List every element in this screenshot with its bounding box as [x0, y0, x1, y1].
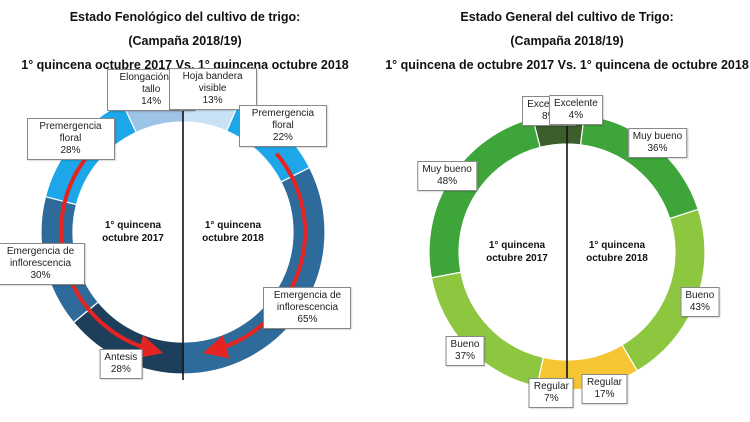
- center-label: 1° quincena octubre 2018: [202, 220, 264, 244]
- donut-segment: [182, 166, 326, 375]
- segment-label: Premergencia floral 22%: [238, 104, 327, 147]
- segment-category: Antesis: [104, 352, 138, 364]
- center-label: 1° quincena octubre 2017: [102, 220, 164, 244]
- chart-period: 1° quincena octubre 2017 Vs. 1° quincena…: [21, 58, 349, 72]
- segment-label: Emergencia de inflorescencia 65%: [263, 287, 352, 330]
- segment-label: Excelente 4%: [548, 95, 603, 126]
- segment-value: 14%: [141, 95, 162, 107]
- segment-category: Muy bueno: [632, 130, 683, 142]
- segment-label: Muy bueno 48%: [417, 160, 477, 191]
- segment-category: Muy bueno: [422, 163, 472, 175]
- segment-category: Regular: [533, 381, 569, 393]
- segment-label: Antesis 28%: [99, 349, 143, 380]
- segment-label: Hoja bandera visible 13%: [168, 68, 257, 111]
- segment-category: Excelente: [553, 98, 598, 110]
- segment-value: 13%: [202, 95, 223, 107]
- segment-value: 65%: [297, 314, 318, 326]
- segment-value: 28%: [60, 144, 81, 156]
- segment-label: Regular 17%: [581, 373, 627, 404]
- chart-title: Estado General del cultivo de Trigo:: [460, 10, 674, 24]
- chart-title: Estado Fenológico del cultivo de trigo:: [69, 10, 301, 24]
- chart-subtitle: (Campaña 2018/19): [128, 34, 242, 48]
- segment-value: 17%: [594, 388, 615, 400]
- segment-category: Premergencia floral: [39, 120, 102, 144]
- center-label: 1° quincena octubre 2018: [586, 240, 648, 264]
- segment-category: Emergencia de inflorescencia: [273, 290, 342, 314]
- segment-label: Premergencia floral 28%: [26, 117, 115, 160]
- segment-label: Bueno 37%: [445, 335, 485, 366]
- segment-category: Bueno: [685, 290, 715, 302]
- segment-value: 22%: [272, 131, 293, 143]
- segment-category: Elongación de tallo: [119, 71, 183, 95]
- segment-value: 36%: [647, 142, 668, 154]
- segment-label: Muy bueno 36%: [627, 127, 688, 158]
- segment-value: 28%: [110, 364, 131, 376]
- segment-category: Bueno: [450, 338, 480, 350]
- segment-value: 37%: [455, 350, 476, 362]
- center-label: 1° quincena octubre 2017: [486, 240, 548, 264]
- segment-label: Regular 7%: [528, 378, 574, 409]
- segment-value: 30%: [30, 269, 51, 281]
- segment-value: 7%: [544, 393, 559, 405]
- segment-category: Emergencia de inflorescencia: [6, 245, 75, 269]
- donut-segment: [430, 271, 545, 388]
- progress-arrow: [202, 152, 307, 359]
- segment-value: 4%: [568, 110, 584, 122]
- segment-category: Premergencia floral: [251, 107, 315, 131]
- segment-value: 43%: [689, 302, 710, 314]
- segment-category: Hoja bandera visible: [182, 71, 243, 95]
- segment-label: Emergencia de inflorescencia 30%: [0, 242, 85, 285]
- segment-category: Regular: [586, 376, 622, 388]
- segment-value: 48%: [437, 175, 458, 187]
- segment-label: Bueno 43%: [680, 287, 720, 318]
- chart-period: 1° quincena de octubre 2017 Vs. 1° quinc…: [385, 58, 749, 72]
- chart-subtitle: (Campaña 2018/19): [510, 34, 624, 48]
